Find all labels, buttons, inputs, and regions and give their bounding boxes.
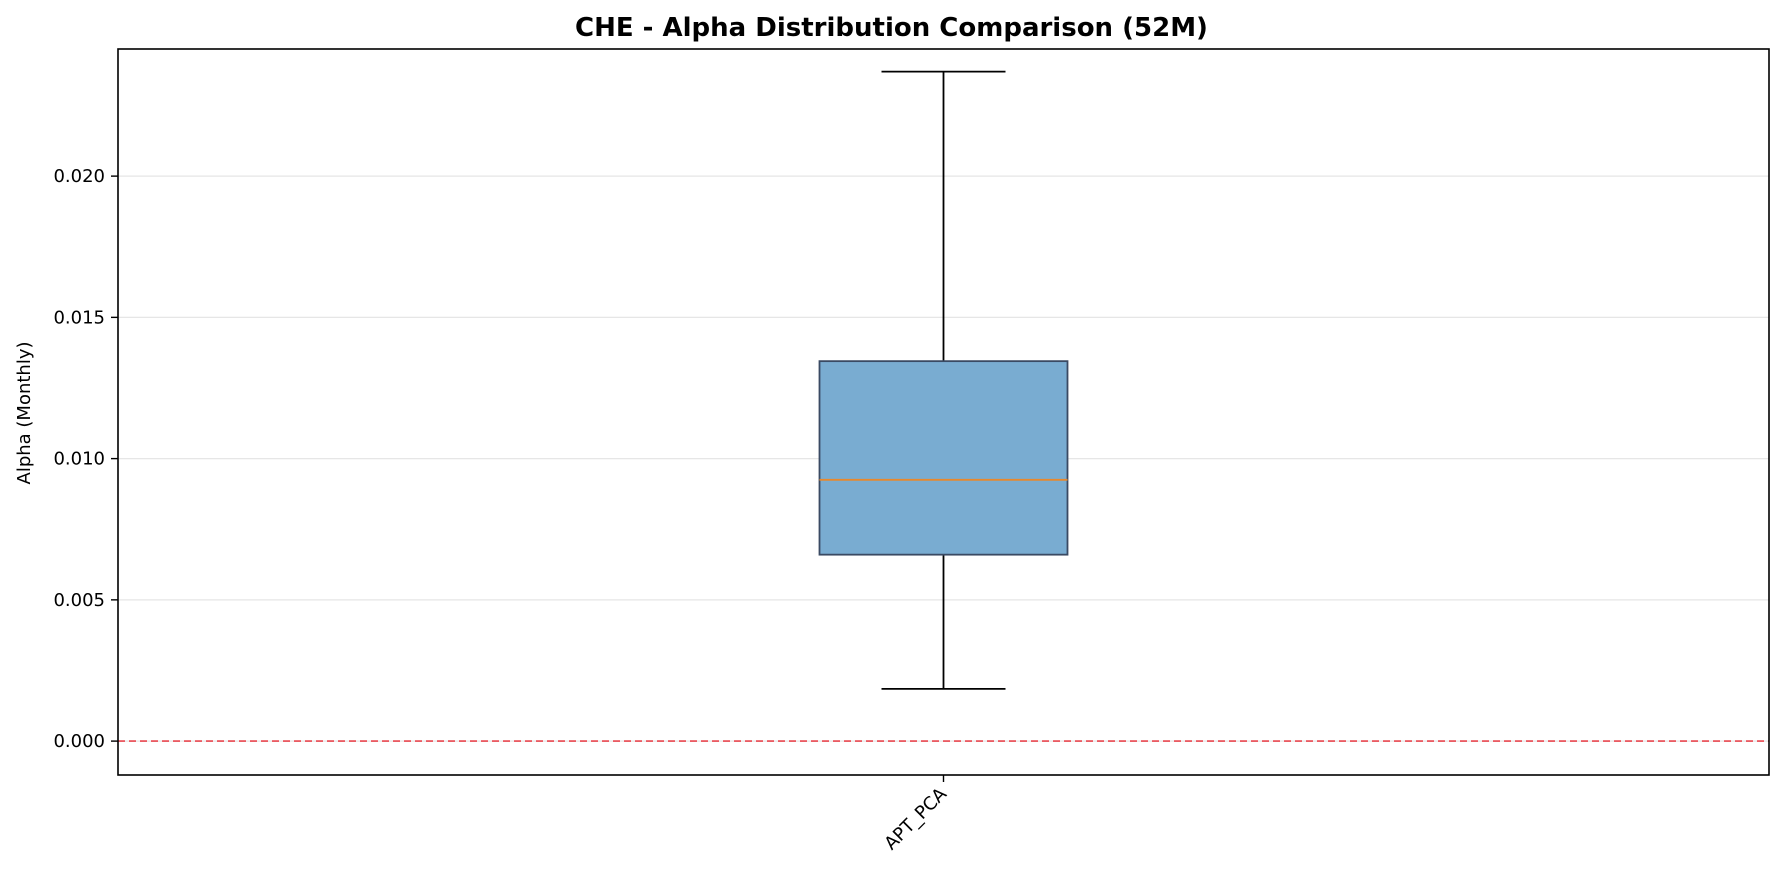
y-axis-label: Alpha (Monthly) — [14, 341, 35, 484]
chart-title: CHE - Alpha Distribution Comparison (52M… — [575, 13, 1208, 43]
y-tick-label-2: 0.010 — [53, 449, 105, 470]
box-APT_PCA — [818, 70, 1069, 690]
y-tick-label-1: 0.005 — [53, 590, 105, 611]
box-iqr — [818, 360, 1069, 556]
y-tick-label-3: 0.015 — [53, 307, 105, 328]
y-tick-label-4: 0.020 — [53, 166, 105, 187]
y-tick-label-0: 0.000 — [53, 731, 105, 752]
box-plot-group — [818, 70, 1069, 690]
